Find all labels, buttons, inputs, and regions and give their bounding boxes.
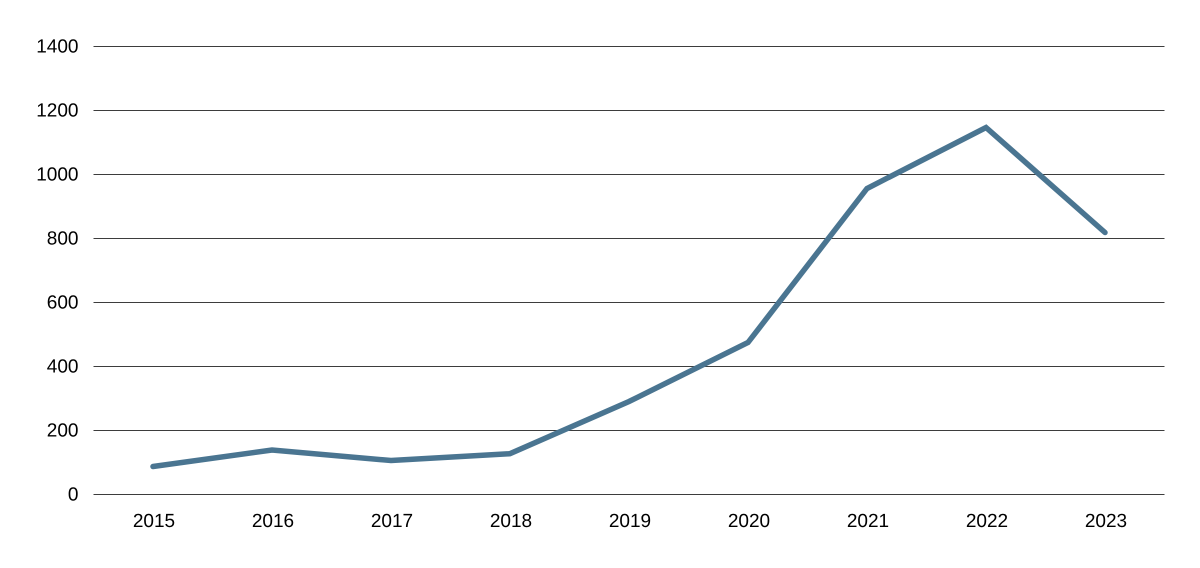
svg-text:0: 0 — [68, 485, 79, 506]
svg-text:2019: 2019 — [609, 511, 651, 532]
svg-text:800: 800 — [47, 229, 79, 250]
svg-text:2022: 2022 — [966, 511, 1008, 532]
svg-text:2023: 2023 — [1085, 511, 1127, 532]
svg-text:2017: 2017 — [371, 511, 413, 532]
svg-text:400: 400 — [47, 357, 79, 378]
svg-text:1000: 1000 — [36, 165, 78, 186]
svg-text:2020: 2020 — [728, 511, 770, 532]
svg-text:200: 200 — [47, 421, 79, 442]
svg-text:2018: 2018 — [490, 511, 532, 532]
svg-text:2016: 2016 — [252, 511, 294, 532]
svg-text:2015: 2015 — [133, 511, 175, 532]
svg-text:1400: 1400 — [36, 37, 78, 58]
svg-text:2021: 2021 — [847, 511, 889, 532]
svg-text:600: 600 — [47, 293, 79, 314]
svg-text:1200: 1200 — [36, 101, 78, 122]
